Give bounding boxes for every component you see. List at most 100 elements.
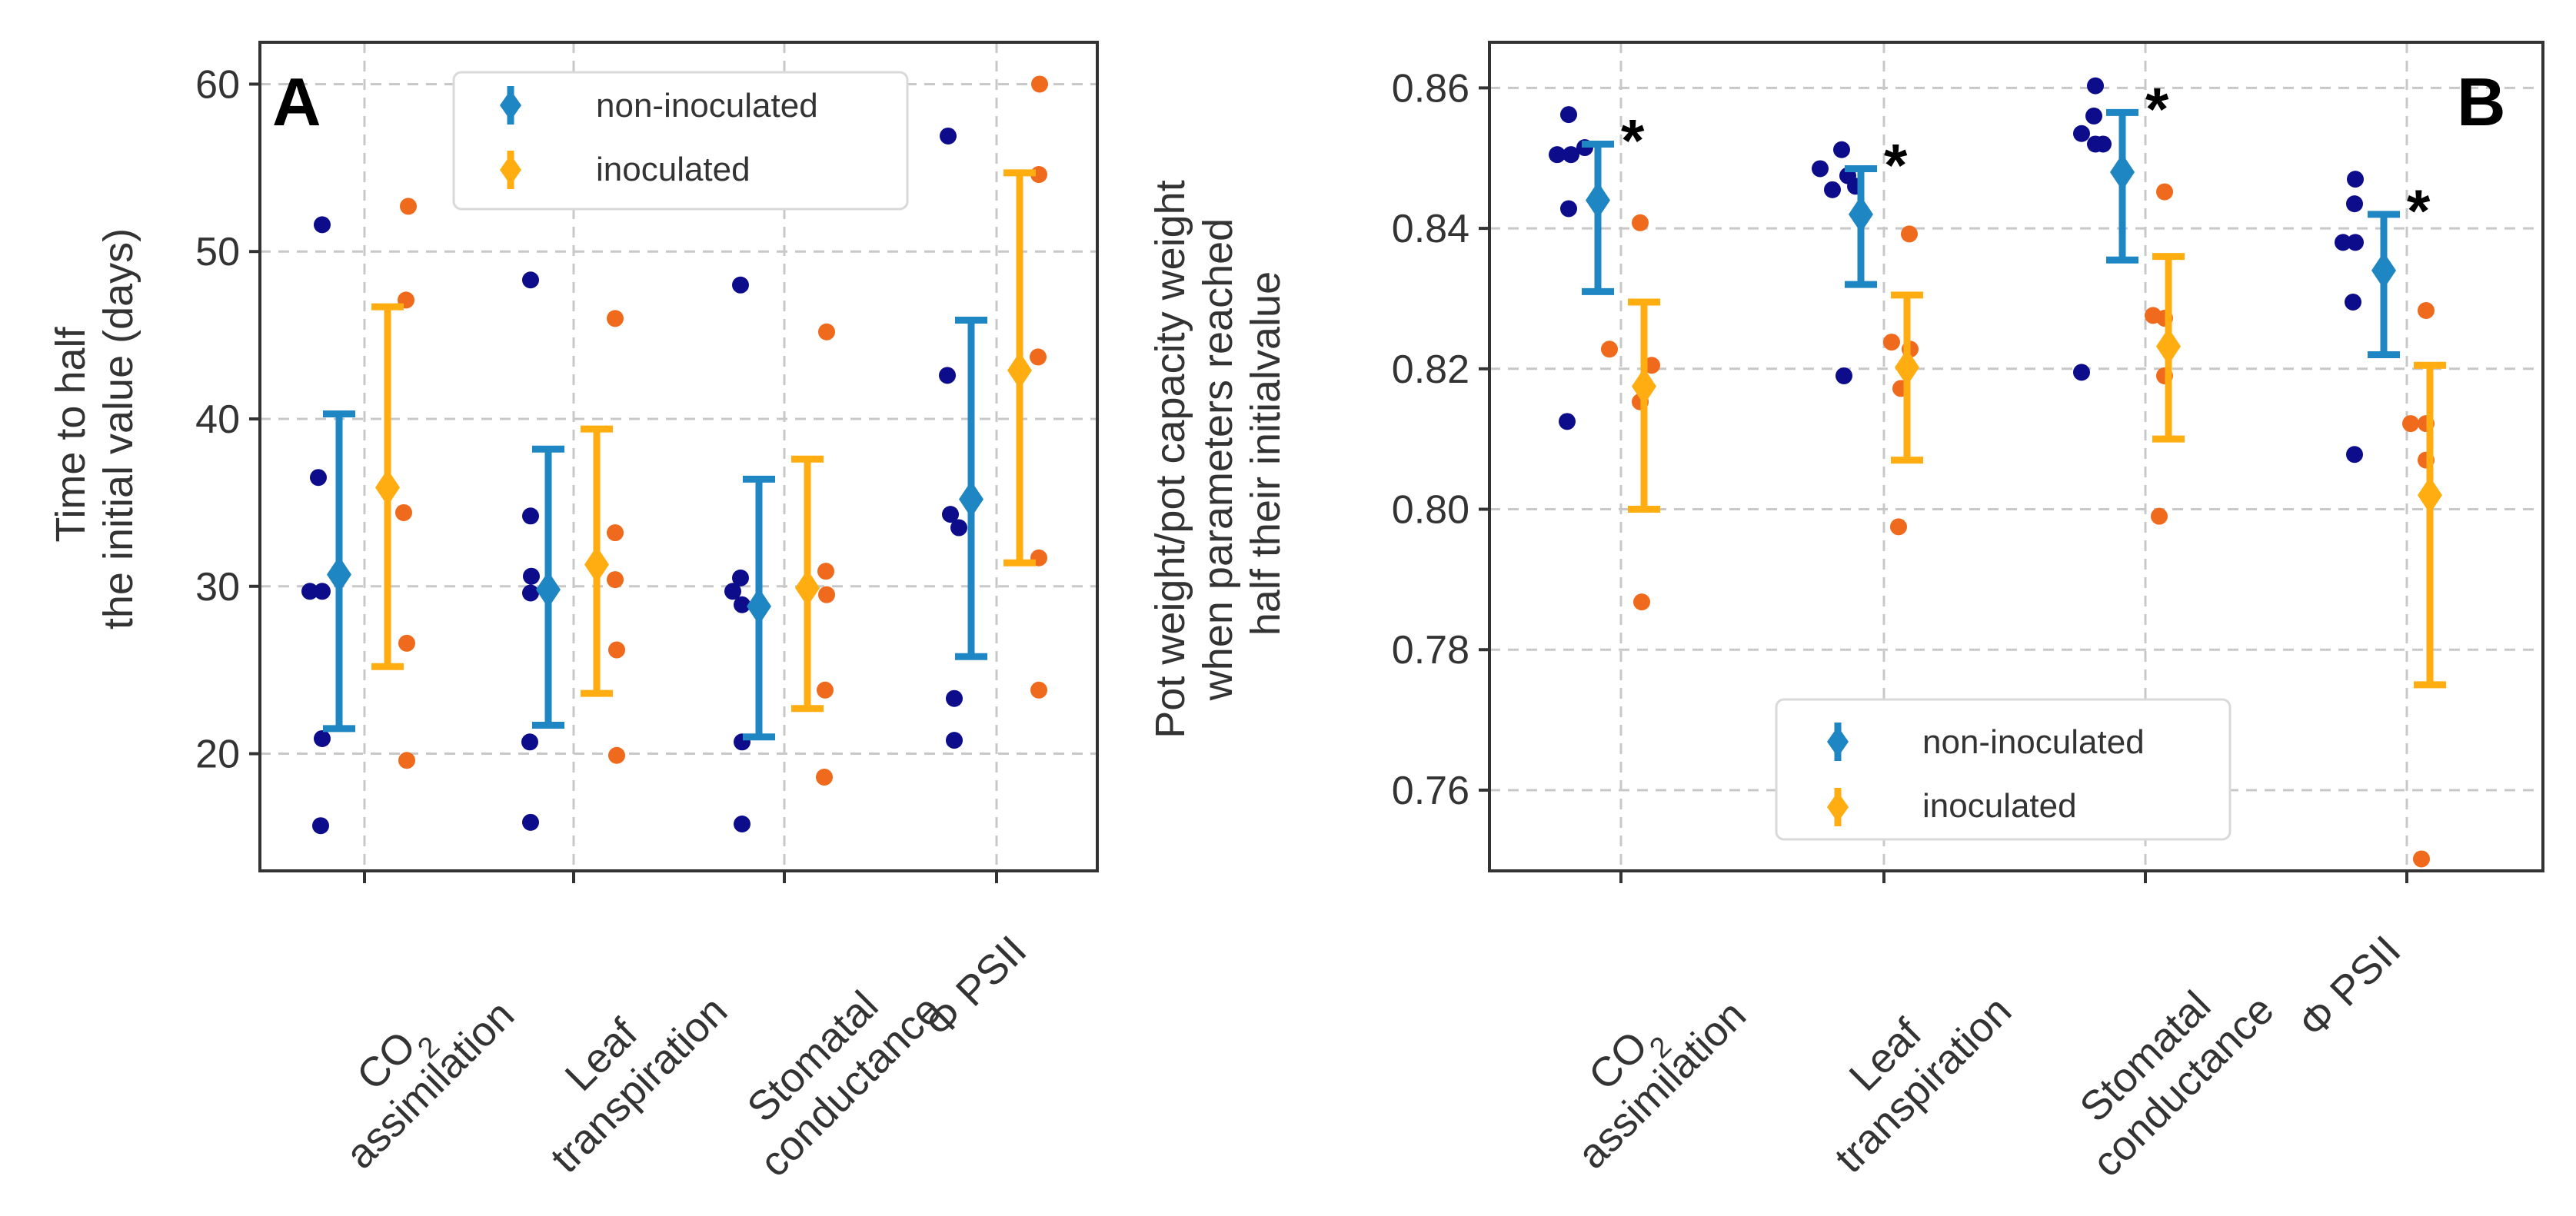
point-non	[521, 733, 538, 751]
y-tick-label: 50	[195, 230, 240, 274]
y-tick-label: 0.78	[1392, 628, 1469, 673]
mean-marker-non	[536, 571, 561, 609]
y-tick-label: 0.76	[1392, 769, 1469, 813]
y-tick-label: 40	[195, 397, 240, 442]
point-ino	[608, 746, 625, 764]
legend-a-non-label: non-inoculated	[596, 87, 818, 125]
significance-star: *	[1621, 106, 1645, 174]
mean-marker-non	[959, 480, 983, 518]
point-ino	[818, 586, 835, 603]
y-tick-label: 0.80	[1392, 488, 1469, 533]
point-non	[732, 276, 749, 294]
point-ino	[1901, 225, 1918, 243]
point-non	[1560, 106, 1577, 124]
point-non	[946, 689, 963, 707]
y-tick-label: 20	[195, 733, 240, 777]
panel-b-ylabel-line-3: half their initialvalue	[1243, 271, 1289, 636]
point-ino	[607, 571, 624, 589]
point-non	[314, 216, 331, 234]
point-ino	[818, 323, 835, 341]
point-ino	[1601, 341, 1618, 358]
point-ino	[608, 641, 625, 659]
panel-b-legend-box	[1775, 698, 2232, 841]
panel-b-legend: non-inoculated inoculated	[1775, 698, 2232, 841]
mean-marker-ino	[1007, 351, 1032, 389]
panel-a-legend: non-inoculated inoculated	[452, 71, 909, 211]
point-non	[940, 127, 957, 145]
point-non	[314, 729, 331, 747]
mean-marker-non	[1849, 195, 1873, 233]
panel-a-ylabel-line-1: Time to half	[48, 326, 94, 542]
significance-star: *	[2145, 75, 2169, 142]
panel-b-ylabel-line-1: Pot weight/pot capacity weight	[1147, 180, 1193, 738]
panel-b-ylabel-line-2: when parameters reached	[1195, 218, 1241, 701]
point-ino	[2418, 301, 2435, 319]
point-ino	[607, 310, 624, 327]
point-ino	[398, 752, 415, 769]
legend-b-ino-marker	[1827, 792, 1849, 822]
panel-a-grid	[260, 42, 1097, 871]
y-tick-label: 60	[195, 62, 240, 107]
point-non	[724, 583, 741, 600]
mean-marker-non	[747, 587, 771, 625]
point-ino	[1030, 348, 1047, 366]
mean-marker-ino	[795, 569, 820, 606]
point-non	[2346, 195, 2363, 213]
point-non	[1559, 413, 1576, 430]
point-non	[2095, 135, 2112, 153]
point-ino	[2145, 307, 2162, 324]
point-non	[939, 367, 956, 384]
point-non	[522, 584, 539, 602]
point-non	[2347, 171, 2364, 188]
point-non	[946, 732, 963, 749]
panel-b-y-ticks: 0.76 0.78 0.80 0.82 0.84 0.86	[1392, 66, 1489, 813]
legend-a-ino-marker	[500, 154, 521, 185]
panel-a-ylabel: Time to half the initial value (days)	[48, 228, 141, 630]
point-ino	[400, 198, 417, 215]
point-non	[1560, 200, 1577, 218]
point-non	[1835, 367, 1852, 384]
y-tick-label: 0.82	[1392, 347, 1469, 392]
point-non	[314, 583, 331, 600]
point-non	[2347, 234, 2364, 251]
point-non	[2073, 125, 2090, 142]
mean-marker-non	[2371, 251, 2396, 289]
panel-a-frame	[258, 41, 1099, 872]
mean-marker-ino	[375, 469, 400, 507]
point-ino	[1030, 681, 1047, 699]
mean-marker-non	[1586, 181, 1610, 219]
panel-a-points	[301, 75, 1048, 835]
point-non	[950, 519, 967, 537]
point-non	[732, 569, 749, 586]
point-non	[734, 816, 751, 833]
panel-b-x-ticks	[1619, 871, 2408, 883]
point-ino	[398, 634, 415, 652]
significance-star: *	[2407, 177, 2431, 244]
mean-marker-ino	[2418, 477, 2442, 514]
point-non	[522, 271, 539, 289]
legend-b-ino-label: inoculated	[1922, 787, 2077, 825]
legend-a-ino-label: inoculated	[596, 151, 751, 188]
point-ino	[816, 769, 833, 786]
point-non	[942, 506, 959, 523]
point-non	[523, 567, 540, 585]
point-non	[734, 596, 751, 613]
point-non	[1824, 181, 1841, 198]
legend-b-non-label: non-inoculated	[1922, 723, 2145, 761]
panel-a-letter: A	[272, 64, 321, 140]
point-ino	[1031, 75, 1048, 93]
point-non	[2087, 77, 2104, 95]
point-ino	[395, 503, 412, 521]
point-ino	[817, 563, 834, 580]
mean-marker-non	[327, 556, 351, 593]
point-ino	[607, 524, 624, 542]
point-ino	[2156, 183, 2173, 201]
panel-b-significance: * * * *	[1621, 75, 2431, 244]
legend-b-non-marker	[1827, 726, 1849, 757]
panel-a-errorbars	[323, 169, 1036, 741]
panel-a-y-ticks: 20 30 40 50 60	[195, 62, 260, 777]
point-non	[310, 469, 327, 487]
significance-star: *	[1884, 131, 1908, 198]
